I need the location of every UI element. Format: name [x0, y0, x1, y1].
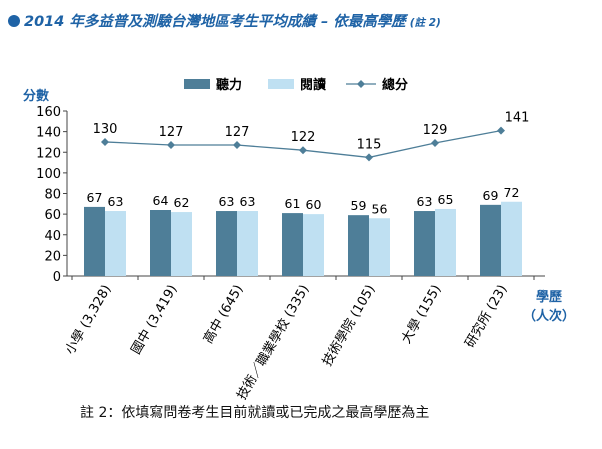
data-label-listening: 61 [285, 196, 301, 211]
y-tick-label: 120 [36, 146, 61, 161]
footnote: 註 2：依填寫問卷考生目前就讀或已完成之最高學歷為主 [80, 405, 430, 421]
bar-reading [435, 208, 456, 276]
bar-listening [414, 211, 435, 276]
score-chart: 分數 0 20 40 60 80 100 120 140 160 67 63 小學 (3,328) 64 6… [23, 77, 575, 400]
bar-listening [216, 211, 237, 276]
data-label-reading: 62 [174, 195, 190, 210]
data-label-total: 141 [505, 111, 530, 126]
legend-label-reading: 閱讀 [300, 77, 326, 93]
data-label-listening: 63 [219, 194, 235, 209]
y-tick-label: 60 [44, 208, 61, 223]
bar-reading [501, 201, 522, 276]
chart-title-note: (註 2) [409, 17, 441, 29]
x-tick-label: 大學 (155) [399, 283, 445, 347]
data-label-reading: 65 [438, 192, 454, 207]
data-label-listening: 63 [417, 194, 433, 209]
data-label-total: 122 [291, 130, 316, 145]
bar-reading [369, 218, 390, 276]
bar-listening [150, 210, 171, 276]
data-label-reading: 60 [306, 197, 322, 212]
data-label-total: 115 [357, 137, 382, 152]
point-total [299, 146, 307, 155]
point-total [497, 126, 505, 135]
point-total [167, 141, 175, 150]
data-label-listening: 67 [87, 190, 103, 205]
data-label-reading: 63 [108, 194, 124, 209]
legend-swatch-listening [184, 79, 210, 89]
bar-listening [282, 213, 303, 276]
point-total [431, 138, 439, 147]
y-tick-label: 160 [36, 105, 61, 120]
x-tick-label: 技術學院 (105) [320, 283, 379, 369]
y-tick-label: 40 [44, 229, 61, 244]
point-total [233, 141, 241, 150]
bar-reading [303, 214, 324, 276]
bar-listening [480, 204, 501, 276]
data-label-reading: 72 [504, 185, 520, 200]
data-label-listening: 64 [153, 193, 169, 208]
x-axis-label-unit: （人次） [523, 308, 575, 324]
data-label-reading: 63 [240, 194, 256, 209]
bullet-dot-icon [8, 15, 20, 27]
chart-title-text: 2014 年多益普及測驗台灣地區考生平均成績 – 依最高學歷 [24, 14, 406, 30]
y-tick-label: 140 [36, 126, 61, 141]
y-tick-label: 0 [53, 270, 61, 285]
x-tick-label: 研究所 (23) [463, 283, 511, 351]
legend-marker-total [357, 80, 365, 88]
data-label-listening: 69 [483, 188, 499, 203]
y-axis-label: 分數 [23, 88, 49, 104]
y-tick-label: 80 [44, 188, 61, 203]
data-label-total: 127 [225, 125, 250, 140]
bar-listening [348, 215, 369, 276]
x-tick-label: 技術／職業學校 (335) [234, 282, 313, 400]
y-tick-label: 20 [44, 249, 61, 264]
bar-reading [237, 211, 258, 276]
x-tick-label: 國中 (3,419) [129, 283, 181, 358]
bar-listening [84, 206, 105, 276]
bar-reading [105, 211, 126, 276]
data-label-reading: 56 [372, 201, 388, 216]
point-total [365, 153, 373, 162]
x-axis-label: 學歷 [536, 289, 562, 305]
point-total [101, 137, 109, 146]
bar-reading [171, 212, 192, 276]
y-tick-label: 100 [36, 167, 61, 182]
data-label-listening: 59 [351, 198, 367, 213]
x-tick-label: 小學 (3,328) [63, 283, 115, 358]
legend-swatch-reading [268, 79, 294, 89]
data-label-total: 129 [423, 123, 448, 138]
data-label-total: 127 [159, 125, 184, 140]
legend-label-listening: 聽力 [216, 77, 242, 93]
x-tick-label: 高中 (645) [200, 282, 246, 346]
chart-title: 2014 年多益普及測驗台灣地區考生平均成績 – 依最高學歷 (註 2) [8, 10, 598, 31]
data-label-total: 130 [93, 122, 118, 137]
legend-label-total: 總分 [382, 77, 408, 93]
